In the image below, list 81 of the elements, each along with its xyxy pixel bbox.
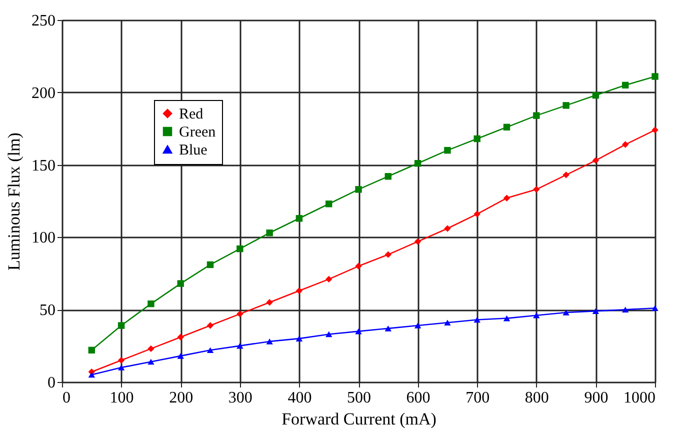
x-tick-label: 0 bbox=[62, 390, 70, 406]
point bbox=[562, 310, 570, 316]
point bbox=[474, 210, 480, 218]
point bbox=[206, 322, 214, 329]
point bbox=[622, 82, 629, 89]
x-tick-label: 800 bbox=[524, 390, 549, 406]
x-tick-label: 100 bbox=[110, 390, 134, 406]
y-tick-label: 200 bbox=[32, 84, 56, 102]
point bbox=[118, 322, 125, 329]
point bbox=[414, 238, 422, 245]
point bbox=[384, 251, 392, 258]
y-tick-label: 0 bbox=[48, 374, 56, 392]
point bbox=[503, 315, 510, 322]
point bbox=[266, 230, 273, 236]
x-tick-label: 900 bbox=[584, 390, 608, 406]
point bbox=[88, 372, 96, 378]
point bbox=[444, 225, 451, 232]
point bbox=[562, 172, 570, 178]
x-tick-label: 1000 bbox=[624, 390, 656, 406]
point bbox=[177, 334, 184, 340]
x-tick-label: 300 bbox=[228, 390, 252, 406]
y-axis-title: Luminous Flux (lm) bbox=[4, 132, 24, 270]
point bbox=[622, 141, 629, 148]
point bbox=[503, 124, 510, 131]
point bbox=[206, 347, 214, 354]
point bbox=[444, 320, 451, 326]
point bbox=[177, 280, 184, 287]
point bbox=[533, 112, 540, 119]
x-tick-label: 600 bbox=[406, 390, 430, 406]
point bbox=[622, 306, 629, 313]
point bbox=[88, 346, 96, 354]
point bbox=[296, 336, 303, 342]
point bbox=[236, 310, 244, 318]
y-tick-label: 250 bbox=[32, 12, 56, 30]
point bbox=[206, 261, 214, 268]
point bbox=[384, 173, 392, 180]
x-tick-label: 200 bbox=[169, 390, 194, 406]
point bbox=[592, 92, 600, 99]
point bbox=[503, 194, 510, 202]
point bbox=[118, 364, 125, 370]
point bbox=[592, 308, 600, 314]
point bbox=[414, 322, 422, 328]
point bbox=[266, 338, 273, 344]
point bbox=[355, 262, 362, 270]
point bbox=[118, 356, 125, 364]
point bbox=[474, 135, 480, 142]
point bbox=[148, 300, 154, 308]
point bbox=[236, 342, 244, 349]
x-tick-label: 500 bbox=[347, 390, 371, 406]
point bbox=[236, 245, 244, 252]
point bbox=[325, 200, 332, 208]
point bbox=[444, 146, 451, 154]
legend-label: Green bbox=[179, 124, 216, 140]
x-axis-title: Forward Current (mA) bbox=[282, 410, 436, 428]
y-tick-label: 150 bbox=[32, 157, 56, 174]
point bbox=[384, 326, 392, 332]
x-tick-label: 400 bbox=[288, 390, 312, 406]
point bbox=[148, 345, 154, 352]
point bbox=[414, 160, 422, 167]
point bbox=[592, 157, 600, 164]
point bbox=[266, 299, 273, 306]
legend-label: Red bbox=[179, 106, 204, 122]
point bbox=[325, 331, 332, 338]
point bbox=[474, 316, 480, 323]
point bbox=[533, 312, 540, 318]
point bbox=[533, 186, 540, 193]
point bbox=[296, 215, 303, 222]
point bbox=[355, 328, 362, 334]
x-tick-label: 700 bbox=[466, 390, 490, 406]
point bbox=[652, 305, 658, 312]
point bbox=[148, 358, 154, 365]
point bbox=[355, 186, 362, 193]
point bbox=[562, 102, 570, 109]
point bbox=[325, 276, 332, 283]
y-tick-label: 100 bbox=[32, 230, 56, 247]
point bbox=[652, 73, 658, 80]
point bbox=[177, 353, 184, 359]
point bbox=[296, 287, 303, 294]
legend-label: Blue bbox=[179, 142, 208, 158]
point bbox=[652, 126, 658, 134]
y-tick-label: 50 bbox=[40, 302, 56, 320]
